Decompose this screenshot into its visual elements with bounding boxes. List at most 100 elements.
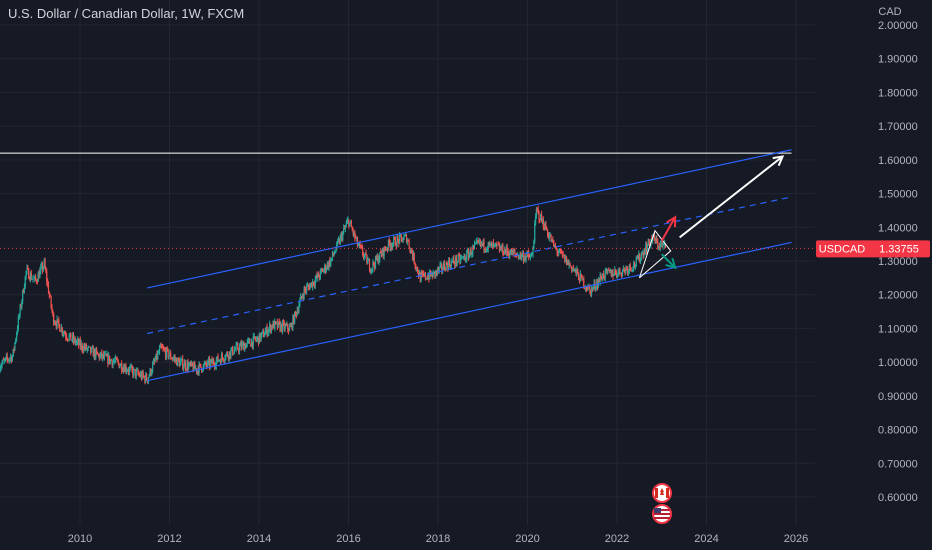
candle-body	[517, 255, 519, 259]
candle-body	[436, 270, 438, 273]
drawings	[0, 149, 815, 382]
candle-body	[184, 362, 186, 369]
candle-body	[282, 322, 285, 324]
candle-body	[610, 269, 612, 277]
candle-body	[56, 319, 58, 327]
candle-body	[10, 356, 12, 359]
candle-body	[236, 344, 238, 345]
candle-body	[40, 266, 42, 271]
candle-body	[432, 271, 434, 278]
candle-body	[400, 235, 402, 238]
candle-body	[375, 256, 377, 260]
candle-body	[342, 232, 344, 240]
candle-body	[231, 347, 233, 351]
candle-body	[133, 369, 136, 370]
candle-body	[7, 358, 9, 361]
candle-body	[260, 334, 262, 341]
candle-body	[510, 249, 513, 256]
candle-body	[494, 243, 496, 245]
candle-body	[308, 286, 310, 290]
candle-body	[67, 339, 69, 341]
candle-body	[487, 242, 489, 249]
candle-body	[451, 261, 453, 263]
candle-body	[370, 269, 372, 272]
candle-body	[311, 282, 313, 288]
candle-body	[422, 273, 424, 275]
candle-body	[390, 245, 392, 248]
y-tick-label: 1.10000	[878, 323, 918, 335]
candle-body	[602, 273, 604, 281]
candle-body	[138, 373, 140, 375]
candle-body	[267, 332, 269, 336]
candle-body	[112, 361, 114, 366]
candle-body	[420, 273, 422, 282]
candle-body	[160, 344, 162, 347]
candle-body	[368, 260, 370, 261]
candle-body	[249, 339, 251, 344]
candle-body	[537, 209, 539, 212]
candle-body	[244, 344, 246, 351]
candle-body	[79, 340, 81, 348]
candle-body	[88, 346, 90, 348]
candle-body	[157, 352, 159, 359]
candle-body	[70, 332, 72, 341]
candle-body	[417, 272, 420, 277]
x-tick-label: 2010	[68, 533, 92, 545]
price-badge-value: 1.33755	[879, 243, 919, 255]
candle-body	[510, 249, 512, 255]
price-badge-symbol: USDCAD	[819, 243, 866, 255]
candle-body	[289, 326, 291, 328]
candle-body	[35, 279, 38, 282]
y-tick-label: 1.30000	[878, 256, 918, 268]
candle-body	[625, 267, 627, 273]
candle-body	[448, 260, 451, 266]
y-tick-label: 1.50000	[878, 189, 918, 201]
candle-body	[29, 273, 32, 280]
candle-body	[50, 296, 52, 307]
time-axis[interactable]: 2010 2012 2014 2016 2018 2020 2022 2024 2026	[68, 533, 808, 545]
candle-body	[140, 373, 143, 379]
us-flag-icon[interactable]	[652, 504, 672, 524]
candle-body	[229, 351, 231, 357]
candle-body	[623, 268, 625, 270]
candle-body	[589, 287, 591, 290]
candle-body	[467, 251, 469, 253]
candle-body	[387, 239, 390, 249]
candle-body	[188, 364, 190, 370]
candle-body	[463, 256, 465, 258]
candle-body	[594, 282, 596, 289]
candle-body	[596, 282, 598, 288]
candle-body	[83, 346, 85, 351]
canada-flag-icon[interactable]	[652, 483, 672, 503]
price-axis[interactable]: 2.00000 1.90000 1.80000 1.70000 1.60000 1.500…	[878, 20, 918, 504]
candle-body	[63, 332, 65, 334]
candle-body	[405, 234, 407, 236]
candle-body	[449, 265, 451, 268]
candle-body	[159, 344, 161, 348]
candle-body	[486, 248, 488, 250]
candle-body	[343, 228, 346, 230]
candle-body	[492, 242, 495, 245]
candle-body	[250, 343, 252, 347]
candle-body	[61, 327, 63, 334]
candle-body	[598, 279, 600, 283]
candle-body	[632, 268, 634, 271]
candle-body	[515, 253, 517, 255]
candle-body	[52, 310, 54, 314]
candle-body	[146, 374, 148, 381]
candle-body	[206, 364, 208, 366]
candle-body	[158, 352, 160, 354]
candle-body	[636, 257, 638, 259]
candle-body	[337, 239, 340, 242]
candle-body	[442, 269, 444, 271]
candle-body	[0, 367, 1, 371]
candle-body	[656, 238, 658, 242]
candle-body	[546, 229, 548, 231]
candle-body	[471, 253, 473, 255]
candle-body	[1, 363, 3, 366]
candle-body	[310, 282, 312, 285]
candle-body	[567, 259, 569, 265]
candle-body	[323, 269, 325, 273]
candle-body	[32, 278, 34, 280]
